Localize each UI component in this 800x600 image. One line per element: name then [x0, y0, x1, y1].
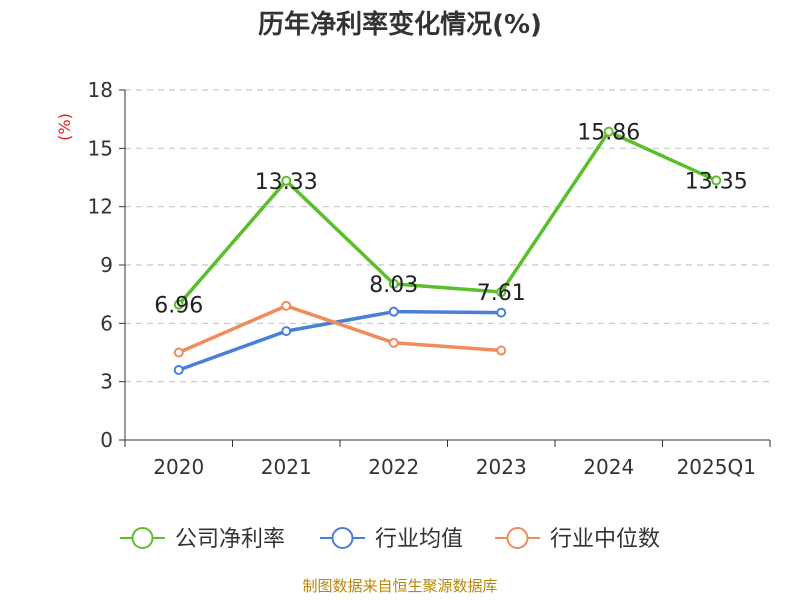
data-label: 6.96: [154, 294, 203, 319]
data-label: 8.03: [369, 273, 418, 298]
data-label: 7.61: [477, 281, 526, 306]
source-note: 制图数据来自恒生聚源数据库: [302, 577, 497, 595]
data-point: [711, 175, 722, 186]
axes: [119, 89, 771, 447]
y-tick-label: 15: [88, 136, 113, 160]
legend-label: 行业中位数: [550, 527, 660, 552]
series-line: [177, 129, 717, 306]
data-point: [173, 347, 184, 358]
data-point: [388, 278, 399, 289]
series-lines: [173, 126, 722, 375]
x-tick-label: 2023: [476, 455, 527, 479]
legend: 公司净利率 行业均值 行业中位数: [120, 527, 660, 552]
data-label: 15.86: [577, 121, 640, 146]
x-tick-labels: 2020 2021 2022 2023 2024 2025Q1: [153, 455, 756, 479]
x-tick-label: 2022: [368, 455, 419, 479]
data-point: [173, 365, 184, 375]
legend-label: 行业均值: [375, 527, 463, 552]
y-tick-label: 18: [88, 78, 113, 102]
y-tick-label: 0: [100, 428, 113, 452]
y-tick-label: 3: [100, 370, 113, 394]
data-point: [496, 345, 507, 356]
legend-swatch-marker: [131, 527, 154, 549]
y-tick-label: 9: [100, 253, 113, 277]
data-point: [173, 299, 184, 310]
legend-swatch-marker: [506, 527, 529, 549]
data-point: [388, 337, 399, 348]
series-line: [178, 309, 502, 372]
data-point: [281, 175, 292, 186]
data-label: 13.35: [685, 169, 748, 194]
data-point: [496, 307, 507, 318]
data-label: 13.33: [255, 170, 318, 195]
legend-label: 公司净利率: [175, 527, 285, 552]
x-tick-label: 2020: [153, 455, 204, 479]
x-tick-label: 2024: [583, 455, 634, 479]
data-point: [603, 126, 614, 137]
data-point: [281, 300, 292, 311]
x-tick-label: 2025Q1: [677, 455, 756, 479]
x-tick-label: 2021: [261, 455, 312, 479]
data-point: [388, 306, 399, 317]
y-tick-label: 12: [88, 195, 113, 219]
y-axis-label: (%): [55, 113, 74, 141]
data-point: [496, 287, 507, 298]
data-point: [281, 326, 292, 337]
chart-title: 历年净利率变化情况(%): [258, 9, 542, 40]
data-labels: 6.96 13.33 8.03 7.61 15.86 13.35: [154, 121, 747, 319]
y-tick-labels: 0 3 6 9 12 15 18: [88, 78, 113, 452]
y-tick-label: 6: [100, 311, 113, 335]
grid-lines: [125, 89, 770, 383]
legend-swatch-marker: [331, 527, 354, 549]
series-line: [178, 304, 502, 355]
